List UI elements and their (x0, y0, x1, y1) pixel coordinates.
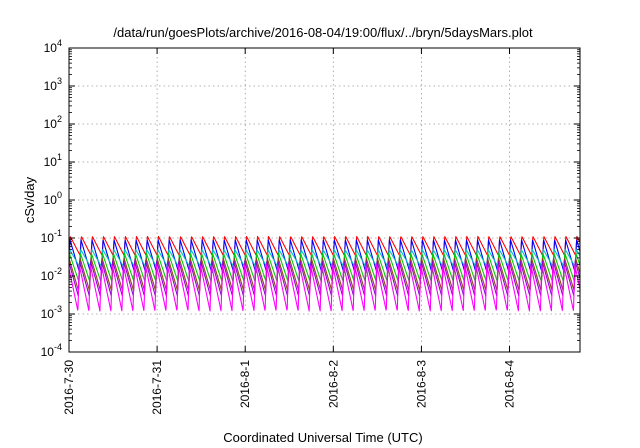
y-tick-label: 100 (44, 190, 62, 207)
y-tick-label: 102 (44, 114, 62, 131)
y-axis: 104 103 102 101 100 10-1 10-2 10-3 10-4 (41, 38, 580, 359)
y-tick-label: 10-1 (41, 228, 62, 245)
series-line (68, 260, 581, 297)
x-tick-label: 2016-8-1 (238, 360, 252, 408)
x-axis-label: Coordinated Universal Time (UTC) (223, 430, 422, 445)
y-tick-label: 101 (44, 152, 62, 169)
series-line (68, 264, 581, 312)
x-tick-label: 2016-8-2 (326, 360, 340, 408)
grid (69, 48, 580, 352)
y-tick-label: 103 (44, 76, 62, 93)
x-tick-label: 2016-8-4 (503, 360, 517, 408)
y-tick-label: 10-4 (41, 342, 62, 359)
y-tick-label: 10-3 (41, 304, 62, 321)
x-tick-label: 2016-7-31 (150, 360, 164, 415)
plot-area (68, 235, 581, 312)
series-line (68, 235, 581, 256)
x-tick-label: 2016-8-3 (414, 360, 428, 408)
series-line (68, 248, 581, 267)
series-line (68, 257, 581, 292)
y-tick-label: 104 (44, 38, 62, 55)
chart-title: /data/run/goesPlots/archive/2016-08-04/1… (113, 25, 533, 40)
x-tick-label: 2016-7-30 (62, 360, 76, 415)
y-tick-label: 10-2 (41, 266, 62, 283)
y-axis-label: cSv/day (22, 176, 37, 223)
x-axis: 2016-7-30 2016-7-31 2016-8-1 2016-8-2 2016-8… (62, 48, 517, 415)
series-line (68, 252, 581, 283)
